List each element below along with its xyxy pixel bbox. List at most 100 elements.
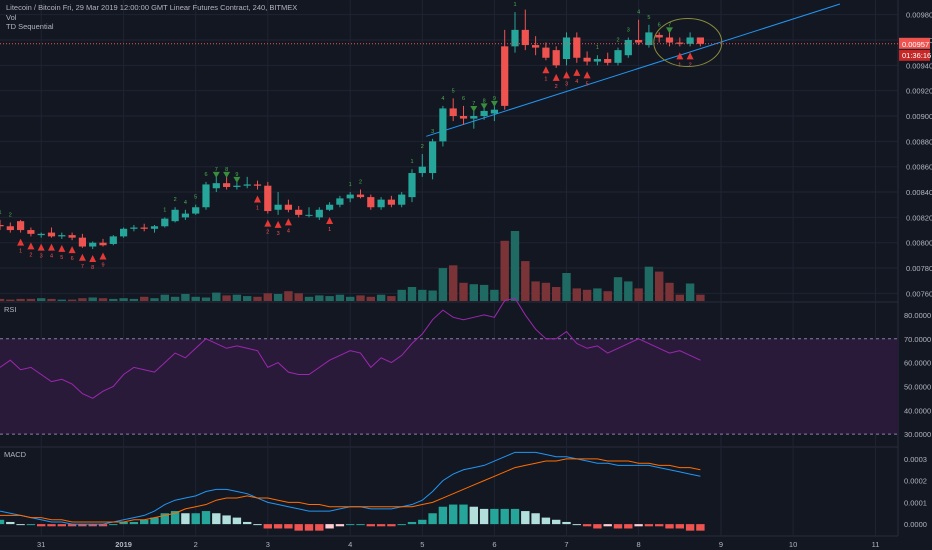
- x-tick-label: 31: [37, 540, 45, 549]
- macd-histogram-bar: [67, 524, 77, 527]
- macd-histogram-bar: [552, 519, 561, 525]
- volume-bar: [366, 296, 375, 301]
- price-tick-label: 0.00900: [906, 112, 932, 121]
- volume-bar: [243, 296, 252, 301]
- candle-body: [696, 37, 704, 44]
- macd-histogram-bar: [170, 511, 180, 525]
- volume-bar: [665, 282, 674, 301]
- macd-histogram-bar: [531, 513, 540, 525]
- macd-label[interactable]: MACD: [4, 450, 27, 459]
- macd-histogram-bar: [304, 524, 314, 531]
- candle-body: [655, 34, 663, 38]
- candle-body: [521, 29, 529, 46]
- volume-bar: [685, 283, 695, 301]
- macd-histogram-bar: [119, 521, 128, 525]
- td-sell-arrow: [490, 100, 498, 107]
- macd-histogram-bar: [26, 524, 36, 526]
- td-buy-count: 2: [689, 62, 692, 68]
- candle-body: [17, 221, 25, 231]
- td-buy-count: 4: [287, 228, 290, 234]
- candle-body: [150, 226, 159, 229]
- td-sell-count: 2: [421, 144, 424, 150]
- td-buy-arrow: [542, 66, 550, 74]
- td-sequential-label[interactable]: TD Sequential: [6, 22, 54, 31]
- volume-bar: [304, 296, 314, 301]
- candle-body: [583, 57, 591, 62]
- volume-bar: [26, 298, 36, 301]
- td-sell-count: 5: [194, 195, 197, 201]
- candle-body: [398, 194, 406, 205]
- candle-body: [356, 194, 365, 198]
- td-buy-arrow: [552, 73, 560, 81]
- price-tick-label: 0.00940: [906, 61, 932, 70]
- macd-tick-label: 0.0000: [904, 520, 927, 529]
- candle-body: [89, 242, 97, 247]
- x-tick-label: 11: [872, 540, 880, 549]
- volume-bar: [160, 294, 169, 301]
- macd-histogram-bar: [593, 524, 602, 529]
- candle-body: [532, 45, 540, 48]
- candle-body: [68, 235, 76, 238]
- volume-bar: [181, 294, 190, 301]
- x-tick-label: 2: [194, 540, 198, 549]
- volume-bar: [593, 288, 602, 301]
- macd-histogram-bar: [685, 524, 695, 531]
- volume-bar: [469, 284, 478, 301]
- vol-indicator-label[interactable]: Vol: [6, 13, 17, 22]
- td-sell-count: 9: [493, 96, 496, 102]
- volume-bar: [655, 271, 664, 301]
- macd-histogram-bar: [644, 524, 654, 527]
- volume-bar: [500, 240, 509, 301]
- td-sell-count: 1: [596, 45, 599, 51]
- volume-bar: [150, 298, 159, 301]
- macd-histogram-bar: [407, 521, 417, 525]
- rsi-label[interactable]: RSI: [4, 305, 17, 314]
- volume-bar: [459, 282, 468, 301]
- volume-bar: [397, 289, 406, 301]
- candle-body: [686, 37, 694, 44]
- candle-body: [181, 213, 189, 218]
- td-buy-arrow: [89, 255, 97, 263]
- td-sell-count: 4: [184, 200, 187, 206]
- td-buy-count: 8: [91, 265, 94, 271]
- rsi-band-fill: [0, 338, 898, 435]
- volume-bar: [438, 268, 448, 301]
- td-buy-count: 5: [60, 255, 63, 261]
- td-buy-count: 1: [678, 62, 681, 68]
- price-tick-label: 0.00820: [906, 213, 932, 222]
- macd-histogram-bar: [428, 513, 437, 525]
- candle-body: [140, 227, 148, 229]
- trendline: [426, 3, 841, 137]
- last-price-label: 0.00957: [902, 40, 929, 49]
- macd-histogram-bar: [37, 524, 46, 527]
- volume-bar: [98, 298, 108, 301]
- macd-histogram-bar: [284, 524, 293, 529]
- candle-body: [418, 166, 426, 174]
- td-buy-arrow: [583, 71, 591, 79]
- macd-histogram-bar: [655, 524, 664, 527]
- x-tick-label: 10: [789, 540, 797, 549]
- macd-histogram-bar: [109, 524, 118, 526]
- candle-body: [573, 37, 581, 58]
- volume-bar: [521, 261, 530, 301]
- rsi-tick-label: 70.0000: [904, 335, 931, 344]
- volume-bar: [418, 289, 427, 301]
- x-tick-label: 5: [420, 540, 424, 549]
- candle-body: [470, 116, 478, 119]
- td-buy-arrow: [274, 220, 282, 228]
- macd-histogram-bar: [88, 524, 97, 527]
- td-sell-count: 2: [359, 180, 362, 186]
- td-sell-count: 7: [215, 167, 218, 173]
- last-price-tag: [899, 37, 930, 49]
- volume-bar: [294, 293, 303, 301]
- td-sell-count: 1: [349, 182, 352, 188]
- candle-body: [37, 233, 45, 236]
- macd-histogram-bar: [510, 508, 520, 525]
- macd-histogram-bar: [150, 517, 159, 525]
- td-sell-arrow: [470, 105, 478, 112]
- volume-bar: [572, 288, 581, 301]
- macd-histogram-bar: [201, 511, 211, 525]
- candle-body: [202, 184, 210, 208]
- td-buy-arrow: [37, 243, 45, 251]
